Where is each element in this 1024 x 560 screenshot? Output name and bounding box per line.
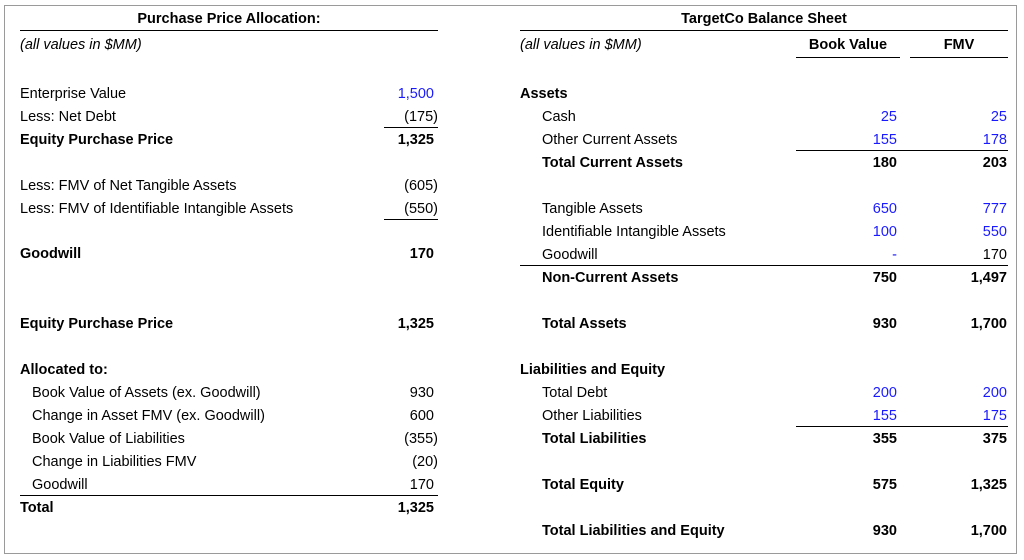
tangible-book: 650 — [872, 201, 897, 217]
allocated-item-value: 170 — [409, 477, 434, 493]
intangible-book: 100 — [872, 224, 897, 240]
net-debt-label: Less: Net Debt — [20, 109, 116, 125]
tle-fmv: 1,700 — [970, 523, 1007, 539]
total-equity-book: 575 — [872, 477, 897, 493]
bs-goodwill-book: - — [892, 247, 897, 263]
fmv-intangible-value: (550) — [404, 201, 438, 217]
tangible-label: Tangible Assets — [542, 201, 643, 217]
allocated-item-value: (355) — [404, 431, 438, 447]
liab-equity-header: Liabilities and Equity — [520, 362, 666, 378]
other-liab-fmv: 175 — [982, 408, 1007, 424]
allocated-item-value: (20) — [412, 454, 438, 470]
tca-book: 180 — [872, 155, 897, 171]
fmv-intangible-underline — [384, 219, 438, 220]
allocated-item-label: Change in Asset FMV (ex. Goodwill) — [32, 408, 265, 424]
ev-label: Enterprise Value — [20, 86, 127, 102]
oca-label: Other Current Assets — [542, 132, 678, 148]
nca-book: 750 — [872, 270, 897, 286]
col-header-fmv: FMV — [943, 37, 975, 53]
ppa-title: Purchase Price Allocation: — [137, 11, 321, 27]
tca-underline — [796, 150, 1008, 151]
bs-goodwill-label: Goodwill — [542, 247, 598, 263]
bs-goodwill-fmv: 170 — [982, 247, 1007, 263]
allocated-item-label: Book Value of Assets (ex. Goodwill) — [32, 385, 261, 401]
total-debt-fmv: 200 — [982, 385, 1007, 401]
allocated-total-underline — [20, 495, 438, 496]
tca-fmv: 203 — [982, 155, 1007, 171]
total-liab-book: 355 — [872, 431, 897, 447]
equity-price-value: 1,325 — [397, 132, 434, 148]
other-liab-label: Other Liabilities — [542, 408, 642, 424]
cash-label: Cash — [542, 109, 576, 125]
other-liab-book: 155 — [872, 408, 897, 424]
equity-price-label: Equity Purchase Price — [20, 132, 174, 148]
total-liab-label: Total Liabilities — [542, 431, 647, 447]
nca-label: Non-Current Assets — [542, 270, 679, 286]
ev-value: 1,500 — [397, 86, 434, 102]
total-debt-label: Total Debt — [542, 385, 608, 401]
col-header-book-value: Book Value — [808, 37, 888, 53]
net-debt-underline — [384, 127, 438, 128]
allocated-item-label: Book Value of Liabilities — [32, 431, 185, 447]
tangible-fmv: 777 — [982, 201, 1007, 217]
assets-header: Assets — [520, 86, 568, 102]
allocated-item-label: Change in Liabilities FMV — [32, 454, 197, 470]
sheet-frame — [4, 5, 1017, 554]
ppa-total-value: 1,325 — [397, 500, 434, 516]
total-assets-fmv: 1,700 — [970, 316, 1007, 332]
equity-price2-label: Equity Purchase Price — [20, 316, 174, 332]
nca-underline — [520, 265, 1008, 266]
net-debt-value: (175) — [404, 109, 438, 125]
intangible-label: Identifiable Intangible Assets — [542, 224, 726, 240]
bs-title-underline — [520, 30, 1008, 31]
allocated-item-value: 930 — [409, 385, 434, 401]
fmv-tangible-value: (605) — [404, 178, 438, 194]
total-assets-book: 930 — [872, 316, 897, 332]
allocated-header: Allocated to: — [20, 362, 108, 378]
allocated-item-label: Goodwill — [32, 477, 88, 493]
tl-underline — [796, 426, 1008, 427]
total-debt-book: 200 — [872, 385, 897, 401]
goodwill-value: 170 — [409, 246, 434, 262]
total-equity-fmv: 1,325 — [970, 477, 1007, 493]
equity-price2-value: 1,325 — [397, 316, 434, 332]
fmv-intangible-label: Less: FMV of Identifiable Intangible Ass… — [20, 201, 294, 217]
col-header-fmv-underline — [910, 57, 1008, 58]
bs-units-note: (all values in $MM) — [520, 37, 642, 53]
fmv-tangible-label: Less: FMV of Net Tangible Assets — [20, 178, 237, 194]
tle-label: Total Liabilities and Equity — [542, 523, 725, 539]
ppa-total-label: Total — [20, 500, 54, 516]
ppa-units-note: (all values in $MM) — [20, 37, 142, 53]
ppa-title-underline — [20, 30, 438, 31]
goodwill-label: Goodwill — [20, 246, 82, 262]
tca-label: Total Current Assets — [542, 155, 683, 171]
tle-book: 930 — [872, 523, 897, 539]
oca-book: 155 — [872, 132, 897, 148]
oca-fmv: 178 — [982, 132, 1007, 148]
total-liab-fmv: 375 — [982, 431, 1007, 447]
cash-fmv: 25 — [990, 109, 1007, 125]
allocated-item-value: 600 — [409, 408, 434, 424]
nca-fmv: 1,497 — [970, 270, 1007, 286]
intangible-fmv: 550 — [982, 224, 1007, 240]
total-equity-label: Total Equity — [542, 477, 624, 493]
bs-title: TargetCo Balance Sheet — [681, 11, 847, 27]
col-header-book-underline — [796, 57, 900, 58]
total-assets-label: Total Assets — [542, 316, 627, 332]
cash-book: 25 — [880, 109, 897, 125]
